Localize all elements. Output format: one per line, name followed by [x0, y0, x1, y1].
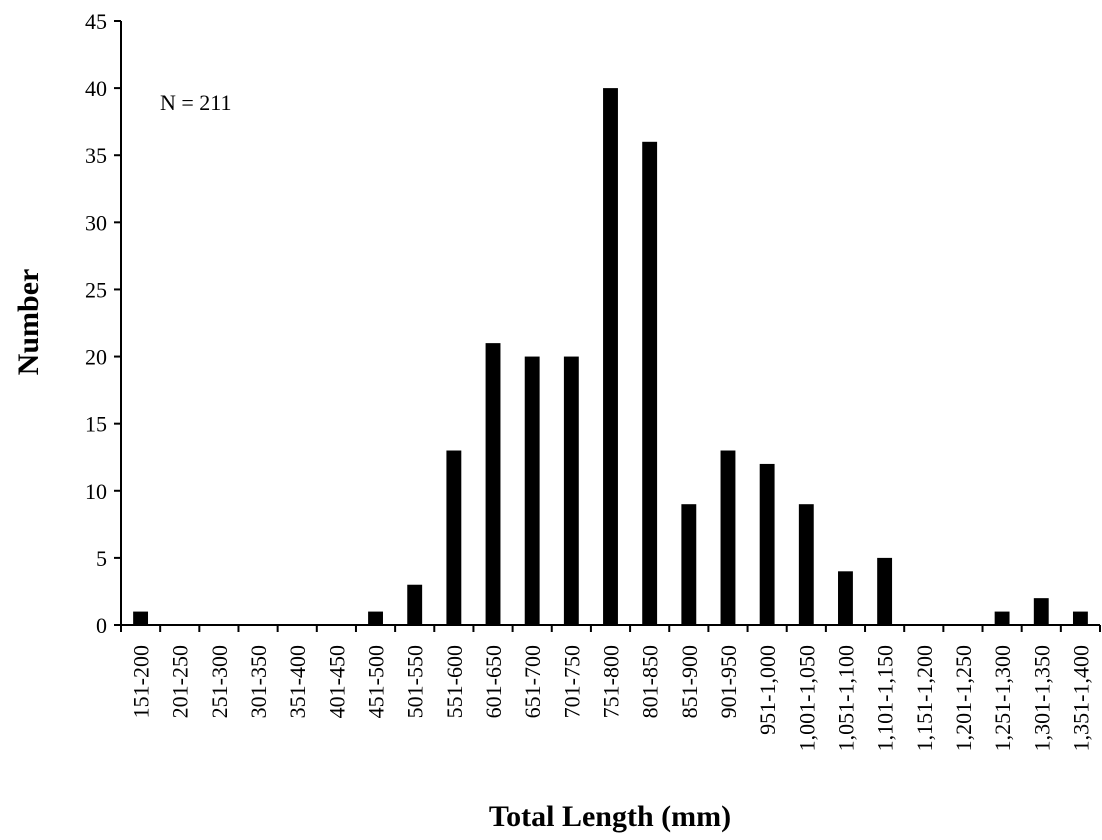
bar-1,251-1,300	[994, 611, 1010, 625]
y-tick-label: 30	[85, 210, 107, 235]
x-tick-label: 1,101-1,150	[873, 645, 898, 751]
x-tick-label: 601-650	[481, 645, 506, 718]
y-axis-title: Number	[12, 269, 45, 376]
bar-1,051-1,100	[838, 571, 853, 625]
bar-801-850	[642, 141, 658, 626]
y-tick-label: 5	[96, 546, 107, 571]
x-tick-label: 1,201-1,250	[951, 645, 976, 751]
bar-451-500	[368, 611, 383, 625]
x-tick-label: 351-400	[285, 645, 310, 718]
x-tick-label: 1,251-1,300	[990, 645, 1015, 751]
y-tick-label: 0	[96, 613, 107, 638]
y-axis: 0 5 10 15 20 25 30 35 40 45	[85, 9, 122, 638]
x-tick-label: 251-300	[207, 645, 232, 718]
x-tick-label: 751-800	[599, 645, 624, 718]
sample-size-annotation: N = 211	[160, 90, 231, 115]
x-tick-label: 701-750	[559, 645, 584, 718]
y-tick-label: 40	[85, 76, 107, 101]
x-tick-label: 1,351-1,400	[1068, 645, 1093, 751]
x-tick-label: 951-1,000	[755, 645, 780, 735]
y-tick-label: 35	[85, 143, 107, 168]
bar-551-600	[446, 450, 462, 625]
bar-1,101-1,150	[877, 557, 893, 625]
bar-151-200	[133, 611, 149, 625]
bar-951-1,000	[759, 463, 775, 625]
x-tick-label: 301-350	[246, 645, 271, 718]
x-tick-label: 801-850	[638, 645, 663, 718]
bar-751-800	[603, 88, 618, 626]
bar-501-550	[407, 584, 423, 625]
x-tick-label: 1,001-1,050	[794, 645, 819, 751]
x-tick-label: 1,151-1,200	[912, 645, 937, 751]
bar-601-650	[485, 343, 501, 625]
x-tick-label: 201-250	[168, 645, 193, 718]
bar-901-950	[720, 450, 736, 625]
y-tick-label: 10	[85, 479, 107, 504]
x-tick-label: 401-450	[324, 645, 349, 718]
bar-851-900	[681, 504, 697, 625]
bar-1,351-1,400	[1072, 611, 1088, 625]
x-tick-label: 451-500	[364, 645, 389, 718]
x-tick-label: 651-700	[520, 645, 545, 718]
bar-1,001-1,050	[798, 504, 814, 625]
y-tick-label: 45	[85, 9, 107, 34]
y-tick-label: 20	[85, 345, 107, 370]
bar-1,301-1,350	[1033, 598, 1049, 625]
x-axis-title: Total Length (mm)	[489, 800, 731, 833]
bars-group	[133, 88, 1088, 626]
x-tick-label: 1,051-1,100	[833, 645, 858, 751]
y-tick-label: 25	[85, 277, 107, 302]
x-axis: 151-200 201-250 251-300 301-350 351-400 401-4…	[120, 624, 1101, 751]
y-tick-label: 15	[85, 412, 107, 437]
x-tick-label: 851-900	[677, 645, 702, 718]
x-tick-label: 551-600	[442, 645, 467, 718]
bar-651-700	[524, 356, 540, 625]
bar-701-750	[563, 356, 579, 625]
x-tick-label: 1,301-1,350	[1029, 645, 1054, 751]
x-tick-label: 501-550	[403, 645, 428, 718]
x-tick-label: 901-950	[716, 645, 741, 718]
x-tick-label: 151-200	[129, 645, 154, 718]
